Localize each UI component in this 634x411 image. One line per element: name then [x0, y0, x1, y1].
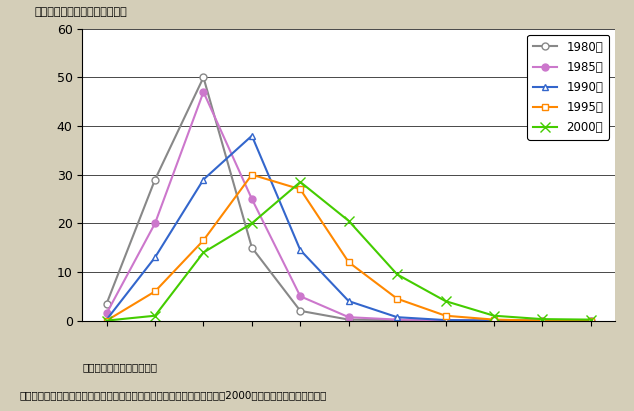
2000年: [248, 221, 256, 226]
1980年: [152, 177, 159, 182]
1985年: [393, 317, 401, 322]
1990年: [490, 318, 498, 323]
1995年: [538, 318, 546, 323]
Text: （注）市区町村は各調査年当時のもので、区は東京特別区を指す。また、2000年の数値は三宅村を除く。: （注）市区町村は各調査年当時のもので、区は東京特別区を指す。また、2000年の数…: [19, 391, 327, 401]
2000年: [587, 317, 595, 322]
1995年: [442, 313, 450, 318]
1995年: [587, 318, 595, 323]
2000年: [345, 218, 353, 223]
1985年: [248, 196, 256, 201]
1980年: [248, 245, 256, 250]
1990年: [152, 255, 159, 260]
1985年: [200, 90, 207, 95]
1990年: [442, 318, 450, 323]
1985年: [152, 221, 159, 226]
1985年: [442, 318, 450, 323]
2000年: [442, 299, 450, 304]
1985年: [103, 311, 110, 316]
1990年: [393, 315, 401, 320]
1995年: [490, 317, 498, 322]
Line: 1990年: 1990年: [103, 132, 594, 324]
1995年: [103, 318, 110, 323]
1995年: [200, 238, 207, 243]
Legend: 1980年, 1985年, 1990年, 1995年, 2000年: 1980年, 1985年, 1990年, 1995年, 2000年: [527, 35, 609, 140]
1990年: [248, 133, 256, 138]
1995年: [248, 172, 256, 177]
2000年: [297, 180, 304, 185]
1980年: [442, 318, 450, 323]
1985年: [345, 315, 353, 320]
Line: 2000年: 2000年: [102, 177, 595, 326]
1990年: [200, 177, 207, 182]
1980年: [538, 318, 546, 323]
1985年: [587, 318, 595, 323]
1990年: [587, 318, 595, 323]
1980年: [200, 75, 207, 80]
1995年: [297, 187, 304, 192]
1985年: [538, 318, 546, 323]
1990年: [103, 317, 110, 322]
2000年: [393, 272, 401, 277]
1980年: [345, 317, 353, 322]
1990年: [538, 318, 546, 323]
1995年: [152, 289, 159, 294]
Line: 1985年: 1985年: [103, 88, 594, 324]
1995年: [393, 296, 401, 301]
Line: 1995年: 1995年: [103, 171, 594, 324]
Text: 資料：総務省『国勢調査』: 資料：総務省『国勢調査』: [82, 362, 157, 372]
1980年: [490, 318, 498, 323]
1990年: [297, 247, 304, 252]
1980年: [103, 301, 110, 306]
1995年: [345, 260, 353, 265]
2000年: [490, 313, 498, 318]
1980年: [587, 318, 595, 323]
1985年: [297, 294, 304, 299]
1990年: [345, 299, 353, 304]
Y-axis label: 全市区町村に占める割合（％）: 全市区町村に占める割合（％）: [34, 7, 127, 17]
2000年: [152, 313, 159, 318]
2000年: [200, 250, 207, 255]
1985年: [490, 318, 498, 323]
1980年: [393, 318, 401, 323]
2000年: [538, 316, 546, 321]
Line: 1980年: 1980年: [103, 74, 594, 324]
1980年: [297, 308, 304, 313]
2000年: [103, 318, 110, 323]
